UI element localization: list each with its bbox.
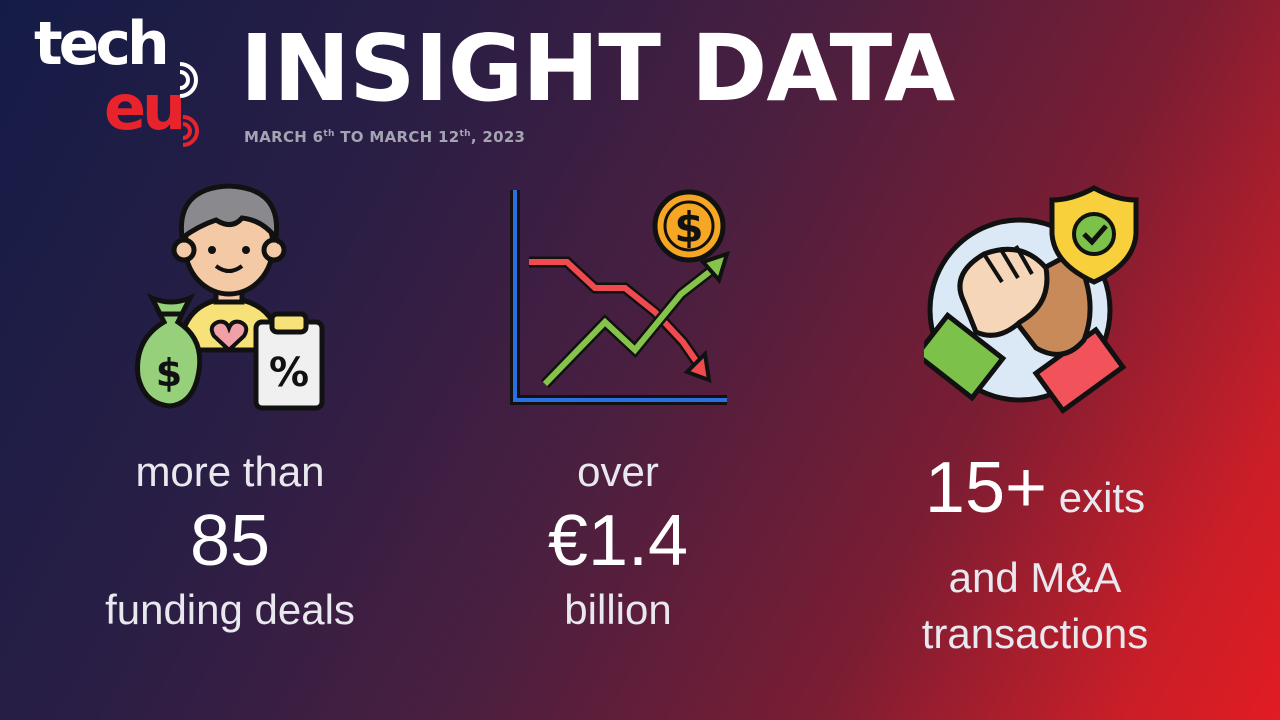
handshake-shield-icon	[924, 185, 1139, 414]
funding-amount-stat: over €1.4 billion	[448, 444, 788, 638]
logo-tech-text: tech	[34, 9, 170, 79]
svg-text:$: $	[674, 203, 703, 252]
svg-text:%: %	[269, 350, 309, 396]
stat-suffix: exits	[1047, 474, 1146, 521]
investor-icon: $ %	[135, 183, 325, 411]
funding-deals-stat: more than 85 funding deals	[60, 444, 400, 638]
stat-value: €1.4	[547, 501, 689, 581]
stat-value-row: 15+ exits	[860, 446, 1210, 550]
date-range: MARCH 6th TO MARCH 12th, 2023	[244, 128, 526, 146]
market-chart-icon: $	[510, 189, 731, 405]
logo-eu-text: eu	[104, 71, 186, 144]
stat-prefix: over	[577, 448, 659, 495]
stat-label: billion	[564, 586, 672, 633]
stat-label-2: transactions	[921, 610, 1149, 657]
stat-prefix: more than	[135, 448, 325, 495]
stat-value: 85	[189, 501, 271, 581]
logo-signal-red-icon	[182, 115, 199, 147]
stat-value: 15+	[924, 448, 1048, 528]
svg-text:$: $	[156, 351, 182, 395]
exits-stat: 15+ exits and M&A transactions	[860, 446, 1210, 662]
logo-signal-icon	[179, 62, 198, 98]
stat-label: and M&A	[948, 554, 1122, 601]
tech-eu-logo: tech eu	[30, 14, 200, 147]
stat-label: funding deals	[105, 586, 355, 633]
page-title: INSIGHT DATA	[240, 15, 955, 122]
